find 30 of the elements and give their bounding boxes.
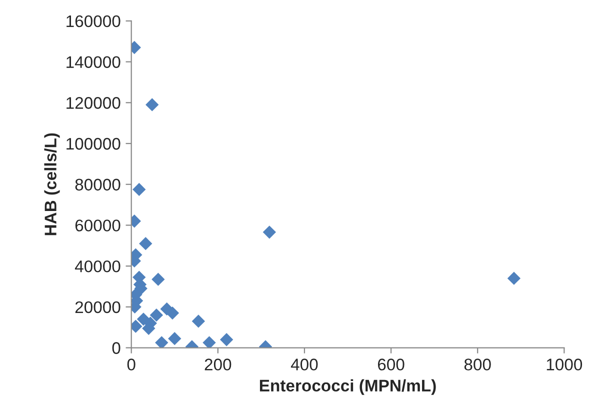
point <box>507 272 521 285</box>
point <box>139 237 152 250</box>
point <box>146 98 159 112</box>
x-tick-label: 400 <box>290 358 318 370</box>
point <box>166 306 180 320</box>
y-tick-label: 40000 <box>74 260 120 272</box>
point <box>192 314 206 328</box>
x-tick-label: 800 <box>464 358 491 370</box>
point <box>262 226 276 239</box>
x-tick-label: 200 <box>204 358 232 370</box>
x-tick-label: 600 <box>378 358 404 370</box>
point <box>202 336 216 348</box>
y-tick-label: 160000 <box>66 15 120 28</box>
point <box>168 332 182 346</box>
point <box>152 272 165 286</box>
y-tick-label: 20000 <box>75 301 120 314</box>
y-tick-label: 0 <box>112 342 120 354</box>
y-axis-title: HAB (cells/L) <box>44 133 60 236</box>
x-tick-label: 1000 <box>546 358 582 370</box>
point <box>155 336 168 348</box>
y-tick-label: 80000 <box>75 178 120 191</box>
x-axis-title: Enterococci (MPN/mL) <box>260 379 436 395</box>
y-tick-label: 60000 <box>75 220 120 232</box>
point <box>220 333 234 346</box>
y-tick-label: 100000 <box>66 138 120 150</box>
point <box>150 308 164 322</box>
y-tick-label: 140000 <box>66 56 120 68</box>
point <box>132 182 146 196</box>
y-tick-label: 120000 <box>66 97 120 109</box>
x-tick-label: 0 <box>127 358 136 370</box>
